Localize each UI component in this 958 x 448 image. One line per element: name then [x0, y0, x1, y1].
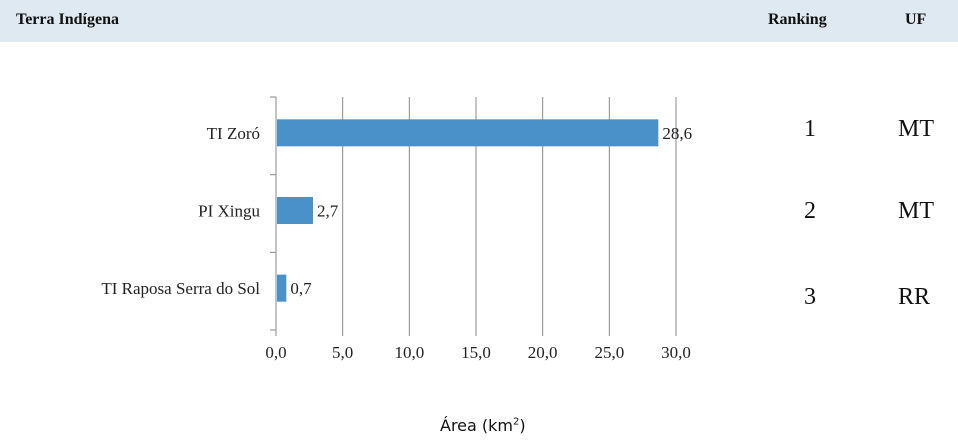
x-tick-label: 25,0 [594, 343, 624, 362]
ranking-value: 3 [804, 284, 816, 310]
x-tick-label: 10,0 [394, 343, 424, 362]
data-label: 0,7 [290, 279, 312, 298]
x-axis-title: Área (km2) [440, 416, 526, 435]
bar [277, 274, 287, 302]
x-axis-title-end: ) [519, 416, 526, 435]
data-label: 28,6 [662, 124, 692, 143]
uf-value: MT [898, 198, 934, 224]
uf-value: MT [898, 116, 934, 142]
category-label: TI Zoró [207, 124, 260, 143]
x-tick-label: 30,0 [661, 343, 691, 362]
uf-value: RR [898, 284, 931, 310]
header-ranking: Ranking [768, 11, 827, 28]
x-tick-label: 15,0 [461, 343, 491, 362]
x-axis-title-text: Área (km [440, 416, 513, 435]
x-tick-label: 20,0 [528, 343, 558, 362]
x-tick-label: 0,0 [265, 343, 286, 362]
table-header: Terra Indígena Ranking UF [0, 0, 958, 42]
category-label: TI Raposa Serra do Sol [101, 279, 260, 298]
ranking-value: 2 [804, 198, 816, 224]
header-terra-indigena: Terra Indígena [16, 11, 119, 28]
ranking-value: 1 [804, 116, 816, 142]
category-label: PI Xingu [198, 202, 260, 221]
data-label: 2,7 [317, 202, 339, 221]
x-axis-title-superscript: 2 [513, 416, 520, 428]
bar [277, 119, 659, 147]
bar [277, 197, 313, 224]
x-tick-label: 5,0 [332, 343, 353, 362]
header-uf: UF [905, 11, 927, 28]
